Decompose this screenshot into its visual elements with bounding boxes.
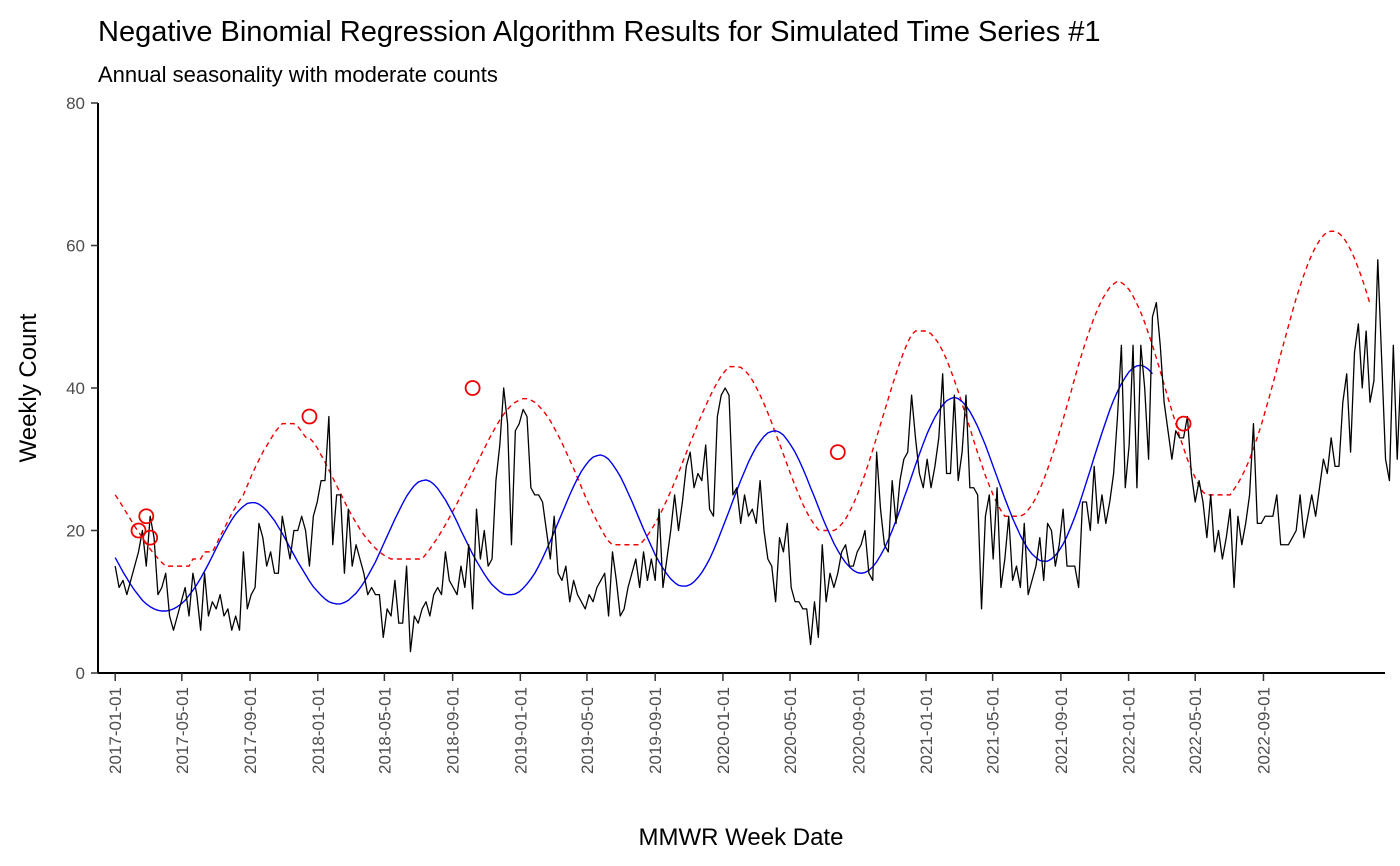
alert-point bbox=[1175, 415, 1192, 432]
x-tick-label: 2021-05-01 bbox=[984, 687, 1003, 774]
x-tick-label: 2018-01-01 bbox=[309, 687, 328, 774]
y-tick-label: 40 bbox=[66, 379, 85, 398]
y-tick-label: 80 bbox=[66, 94, 85, 113]
x-tick-label: 2020-09-01 bbox=[849, 687, 868, 774]
x-tick-label: 2018-05-01 bbox=[375, 687, 394, 774]
x-tick-label: 2019-01-01 bbox=[511, 687, 530, 774]
x-tick-label: 2022-01-01 bbox=[1120, 687, 1139, 774]
alert-point bbox=[138, 508, 155, 525]
baseline-fit-line bbox=[114, 364, 1153, 612]
x-tick-label: 2020-01-01 bbox=[714, 687, 733, 774]
chart-title: Negative Binomial Regression Algorithm R… bbox=[98, 16, 1101, 48]
alert-point bbox=[142, 529, 159, 546]
x-tick-label: 2017-01-01 bbox=[106, 687, 125, 774]
alert-point bbox=[464, 380, 481, 396]
x-tick-label: 2017-09-01 bbox=[241, 687, 260, 774]
x-tick-label: 2017-05-01 bbox=[173, 687, 192, 774]
y-tick-label: 20 bbox=[66, 522, 85, 541]
x-tick-label: 2019-09-01 bbox=[646, 687, 665, 774]
x-tick-label: 2018-09-01 bbox=[444, 687, 463, 774]
plot-area: 0 20 40 60 80 2017-01-01 2017-05-01 2017-09-01 2… bbox=[66, 94, 1400, 774]
chart-subtitle: Annual seasonality with moderate counts bbox=[98, 62, 498, 87]
x-tick-label: 2021-01-01 bbox=[917, 687, 936, 774]
x-tick-label: 2022-05-01 bbox=[1186, 687, 1205, 774]
threshold-line bbox=[114, 230, 1371, 567]
y-axis-title: Weekly Count bbox=[15, 313, 42, 462]
alert-point bbox=[829, 444, 846, 461]
x-tick-label: 2021-09-01 bbox=[1052, 687, 1071, 774]
y-tick-label: 60 bbox=[66, 237, 85, 256]
alert-point bbox=[130, 522, 147, 539]
x-tick-label: 2019-05-01 bbox=[578, 687, 597, 774]
observed-count-line bbox=[114, 259, 1400, 653]
x-tick-label: 2022-09-01 bbox=[1254, 687, 1273, 774]
x-axis-title: MMWR Week Date bbox=[639, 824, 844, 851]
x-tick-label: 2020-05-01 bbox=[781, 687, 800, 774]
alert-point bbox=[301, 408, 318, 425]
y-tick-label: 0 bbox=[76, 664, 85, 683]
